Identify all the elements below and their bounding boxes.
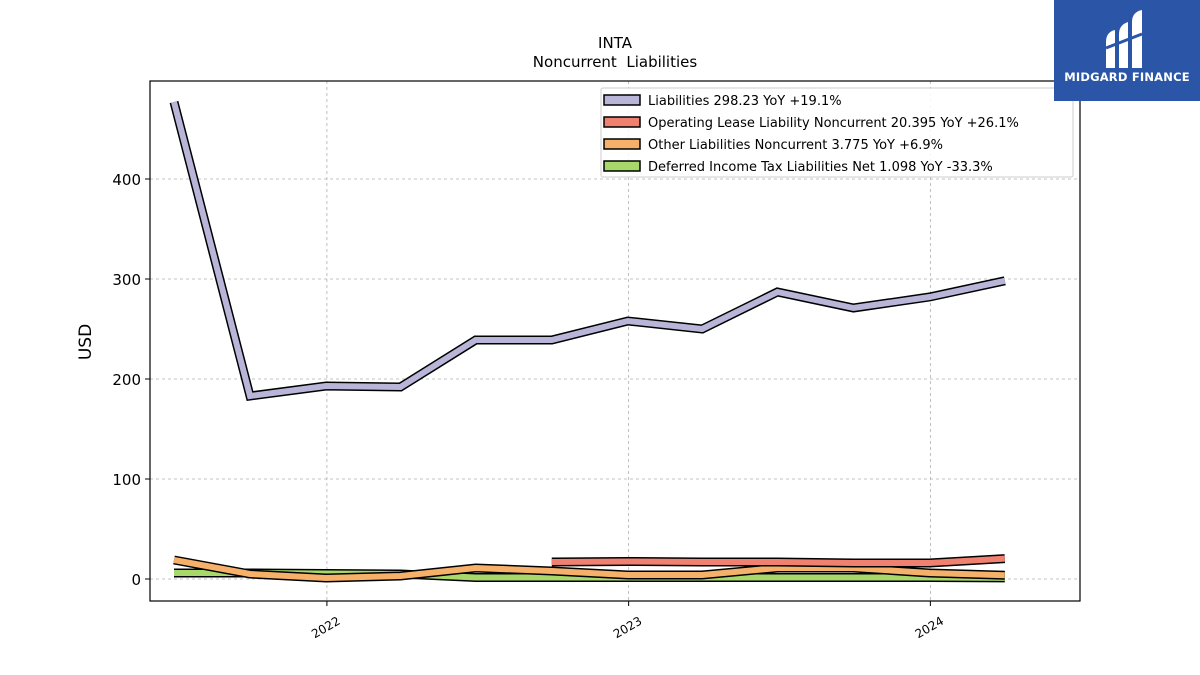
legend-label: Operating Lease Liability Noncurrent 20.… bbox=[648, 116, 1019, 131]
legend-item: Deferred Income Tax Liabilities Net 1.09… bbox=[603, 160, 993, 175]
series-liabilities bbox=[169, 100, 1006, 401]
series-operating-lease-liability-noncurrent bbox=[551, 554, 1006, 568]
legend-swatch bbox=[603, 160, 641, 172]
y-tick-label: 100 bbox=[112, 471, 141, 489]
y-axis-label: USD bbox=[76, 324, 96, 360]
legend-swatch bbox=[603, 94, 641, 106]
x-tick-label: 2024 bbox=[913, 614, 946, 641]
series-line bbox=[173, 557, 1005, 582]
series-line bbox=[171, 101, 1006, 400]
legend-box bbox=[600, 87, 1074, 178]
series-other-liabilities-noncurrent bbox=[173, 555, 1005, 583]
x-tick-label: 2022 bbox=[309, 614, 342, 641]
logo-mark-icon bbox=[1105, 10, 1143, 68]
midgard-finance-logo: MIDGARD FINANCE bbox=[1054, 0, 1200, 101]
logo-text: MIDGARD FINANCE bbox=[1064, 70, 1190, 84]
chart-title: INTA bbox=[598, 34, 633, 52]
y-tick-label: 400 bbox=[112, 171, 141, 189]
legend-label: Other Liabilities Noncurrent 3.775 YoY +… bbox=[648, 138, 943, 153]
y-tick-label: 0 bbox=[131, 571, 141, 589]
series-line bbox=[551, 555, 1005, 566]
x-tick-label: 2023 bbox=[611, 614, 644, 641]
y-tick-label: 200 bbox=[112, 371, 141, 389]
y-tick-label: 300 bbox=[112, 271, 141, 289]
legend-swatch bbox=[603, 138, 641, 150]
series-layer bbox=[169, 100, 1006, 583]
legend-item: Operating Lease Liability Noncurrent 20.… bbox=[603, 116, 1019, 131]
legend-swatch bbox=[603, 116, 641, 128]
plot-frame bbox=[149, 80, 1081, 602]
legend-label: Deferred Income Tax Liabilities Net 1.09… bbox=[648, 160, 993, 175]
legend-label: Liabilities 298.23 YoY +19.1% bbox=[648, 94, 842, 109]
legend: Liabilities 298.23 YoY +19.1% Operating L… bbox=[600, 87, 1074, 178]
legend-item: Liabilities 298.23 YoY +19.1% bbox=[603, 94, 842, 109]
legend-item: Other Liabilities Noncurrent 3.775 YoY +… bbox=[603, 138, 943, 153]
chart-subtitle: Noncurrent Liabilities bbox=[533, 53, 698, 71]
